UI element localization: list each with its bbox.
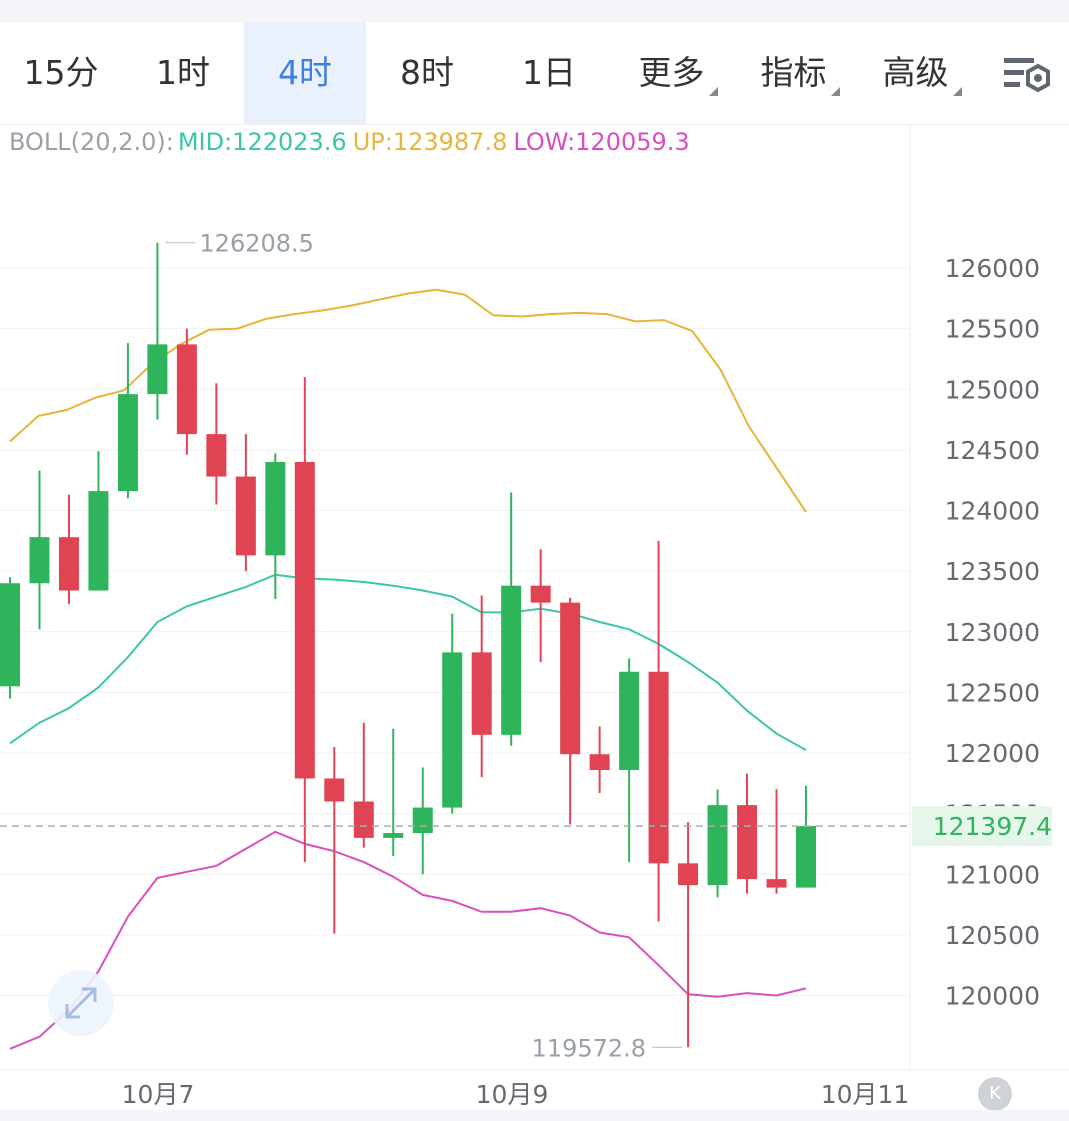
candle-up [88,491,109,591]
caret-icon [708,87,718,96]
candle-up [796,826,816,888]
y-tick-label: 124000 [945,497,1040,526]
candle-up [0,583,20,687]
timeframe-tabs: 15分 1时 4时 8时 1日 更多 指标 高级 [0,22,1069,125]
candle-down [324,778,345,802]
candle-up [619,671,640,770]
y-tick-label: 125500 [945,315,1040,344]
candle-up [412,807,433,834]
candle-down [206,434,227,477]
tab-15m[interactable]: 15分 [23,53,99,92]
y-tick-label: 120500 [945,921,1040,950]
candle-down [678,863,699,886]
candle-up [442,652,463,808]
y-tick-label: 123000 [945,618,1040,647]
tab-4h[interactable]: 4时 [244,22,366,124]
candle-down [353,801,374,838]
boll-indicator-legend: BOLL(20,2.0): MID:122023.6 UP:123987.8 LOW:… [9,128,690,156]
current-price-tag [912,806,1052,847]
candle-down [737,805,758,880]
tab-8h[interactable]: 8时 [400,53,454,92]
y-tick-label: 123500 [945,557,1040,586]
caret-icon [830,87,840,96]
boll-up-value: UP:123987.8 [352,128,508,156]
max-price-label: 126208.5 [199,230,314,258]
candle-down [176,344,197,435]
y-tick-label: 126000 [945,254,1040,283]
tab-more[interactable]: 更多 [618,22,738,124]
x-tick-label: 10月9 [476,1080,549,1109]
candle-down [471,652,492,735]
expand-arrows-icon[interactable] [48,970,114,1036]
y-tick-label: 124500 [945,436,1040,465]
candle-down [58,537,79,591]
boll-mid-line [9,573,807,751]
tab-indicators[interactable]: 指标 [740,22,860,124]
current-price-label: 121397.4 [933,812,1052,841]
candle-up [383,833,404,838]
candle-down [560,602,581,755]
candle-up [707,805,728,886]
candle-down [530,585,551,603]
candle-down [235,476,256,556]
candle-down [589,754,610,770]
candle-up [501,585,522,735]
y-tick-label: 120000 [945,982,1040,1011]
tab-1h[interactable]: 1时 [156,53,210,92]
status-strip [0,0,1069,22]
x-tick-label: 10月11 [821,1080,910,1109]
candle-up [265,462,286,556]
candle-down [294,462,315,779]
x-tick-label: 10月7 [122,1080,195,1109]
boll-label: BOLL(20,2.0): [9,128,174,156]
y-tick-label: 125000 [945,375,1040,404]
y-tick-label: 122500 [945,678,1040,707]
caret-icon [952,87,962,96]
boll-mid-value: MID:122023.6 [177,128,347,156]
candle-up [29,537,50,584]
k-badge[interactable]: K [978,1077,1012,1111]
y-tick-label: 122000 [945,739,1040,768]
tab-advanced[interactable]: 高级 [862,22,982,124]
boll-upper-line [9,288,807,513]
y-tick-label: 121000 [945,860,1040,889]
candle-up [117,394,138,492]
boll-low-value: LOW:120059.3 [513,128,690,156]
tab-1d[interactable]: 1日 [522,53,576,92]
candle-down [766,879,787,888]
boll-lower-line [9,830,807,1050]
candle-up [147,344,168,395]
bottom-strip [0,1110,1069,1121]
chart-settings-icon[interactable] [1000,52,1056,100]
candle-down [648,671,669,864]
min-price-label: 119572.8 [532,1034,647,1062]
